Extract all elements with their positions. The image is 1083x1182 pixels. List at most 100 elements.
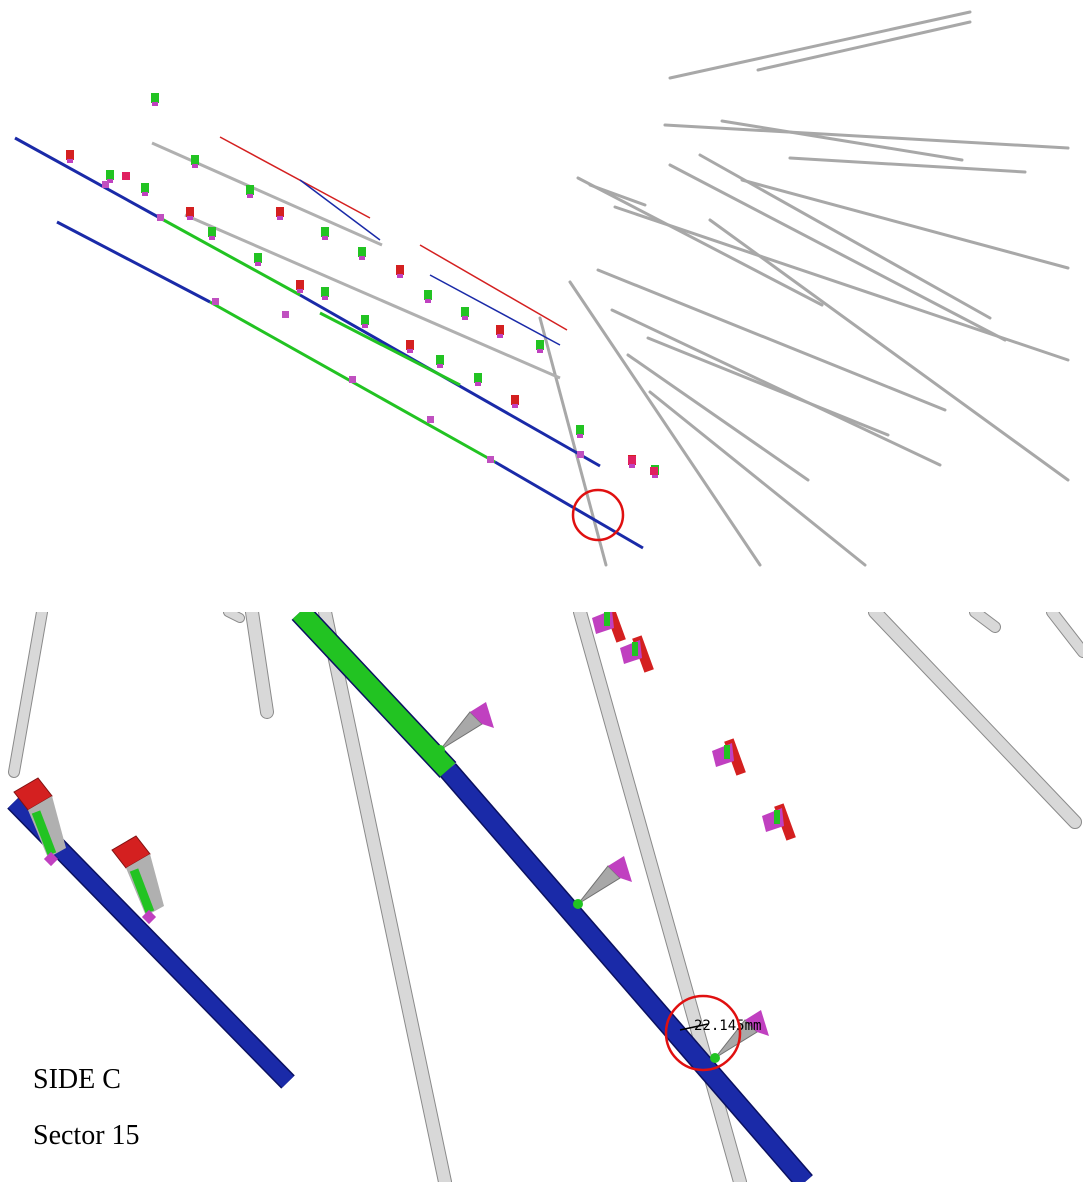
overview-connector [406, 340, 414, 350]
overview-connector-base [537, 349, 543, 353]
detail-support-2-flange [608, 856, 632, 882]
overview-connector [511, 395, 519, 405]
overview-beam-segment [184, 213, 561, 380]
overview-connector [361, 315, 369, 325]
detail-block-2-stem [129, 868, 155, 914]
overview-connector [66, 150, 74, 160]
detail-beam-green [292, 612, 456, 777]
overview-beam-segment [151, 141, 383, 247]
detail-support-3-flange [745, 1010, 769, 1036]
overview-rod [588, 183, 647, 207]
detail-bracket-1 [592, 612, 614, 634]
overview-connector [474, 373, 482, 383]
overview-connector-base [67, 159, 73, 163]
overview-connector-base [187, 216, 193, 220]
detail-rod [9, 612, 47, 777]
detail-bracket-3-clip [724, 745, 730, 759]
overview-beam-segment [494, 460, 644, 550]
overview-connectors [66, 93, 659, 478]
overview-connector [296, 280, 304, 290]
overview-connector-base [359, 256, 365, 260]
overview-rod [663, 123, 1070, 150]
overview-mount [212, 298, 219, 305]
detail-beam-blue [441, 764, 812, 1182]
overview-connector [106, 170, 114, 180]
detail-beams [7, 612, 813, 1182]
detail-bracket-4-clip [774, 810, 780, 824]
overview-rod [538, 316, 608, 567]
overview-rod [668, 163, 1007, 342]
detail-rod [970, 612, 1000, 632]
overview-connector-base [462, 316, 468, 320]
overview-mount [427, 416, 434, 423]
detail-rod [246, 612, 273, 718]
overview-connector [246, 185, 254, 195]
detail-block-1-stem [31, 810, 57, 856]
overview-connector [461, 307, 469, 317]
overview-connector [141, 183, 149, 193]
overview-view [0, 0, 1083, 575]
detail-block-1-mount [43, 851, 59, 867]
sector-label: Sector 15 [33, 1120, 140, 1151]
overview-beam-segment [219, 136, 371, 219]
overview-beam-segment [429, 274, 561, 346]
overview-mount [487, 456, 494, 463]
detail-support-1-joint [435, 745, 445, 755]
detail-rod [319, 612, 451, 1182]
overview-marker [122, 172, 130, 180]
overview-rod [576, 176, 824, 307]
overview-connector-base [652, 474, 658, 478]
overview-highlight-circle [571, 488, 625, 542]
overview-beam-segment [56, 220, 211, 304]
overview-rod [610, 308, 942, 467]
overview-connector-base [192, 164, 198, 168]
overview-beam-segment [419, 244, 568, 331]
detail-support-2-joint [573, 899, 583, 909]
detail-rods [8, 612, 1083, 1182]
dimension-annotation: 22.145mm [679, 1018, 761, 1034]
overview-connector-base [497, 334, 503, 338]
overview-connector [208, 227, 216, 237]
overview-connector [321, 287, 329, 297]
overview-connector [576, 425, 584, 435]
detail-block-2-mount [141, 909, 157, 925]
overview-connector-base [577, 434, 583, 438]
detail-bracket-2 [620, 640, 642, 664]
overview-connector-base [362, 324, 368, 328]
overview-connector [321, 227, 329, 237]
overview-mount [349, 376, 356, 383]
overview-connector-base [407, 349, 413, 353]
side-label: SIDE C [33, 1064, 121, 1095]
overview-beam-segment [159, 216, 301, 297]
detail-highlight-circle [664, 994, 742, 1072]
detail-connectors [13, 612, 796, 1063]
overview-connector-base [277, 216, 283, 220]
overview-connector-base [107, 179, 113, 183]
overview-beam-segment [299, 179, 381, 241]
detail-canvas: 22.145mm [7, 612, 1083, 1182]
overview-connector [536, 340, 544, 350]
overview-connector-base [255, 262, 261, 266]
detail-view: 22.145mm [0, 612, 1083, 1182]
overview-connector [436, 355, 444, 365]
overview-mount [102, 181, 109, 188]
overview-connector [276, 207, 284, 217]
detail-rod [574, 612, 746, 1182]
overview-beam-segment [319, 311, 461, 387]
overview-marker [628, 456, 636, 464]
overview-connector-base [297, 289, 303, 293]
measurement-value: 22.145mm [694, 1018, 761, 1034]
overview-marker [650, 467, 658, 475]
detail-bracket-4 [762, 808, 784, 832]
overview-connector-base [322, 236, 328, 240]
overview-connector-base [152, 102, 158, 106]
overview-rod [708, 218, 1070, 482]
overview-rods [538, 10, 1070, 567]
overview-beams [14, 136, 644, 550]
dimension-arrow-icon [679, 1023, 709, 1031]
detail-rod [1047, 612, 1083, 657]
overview-connector [496, 325, 504, 335]
overview-connector [186, 207, 194, 217]
overview-connector-base [209, 236, 215, 240]
overview-connector-base [437, 364, 443, 368]
